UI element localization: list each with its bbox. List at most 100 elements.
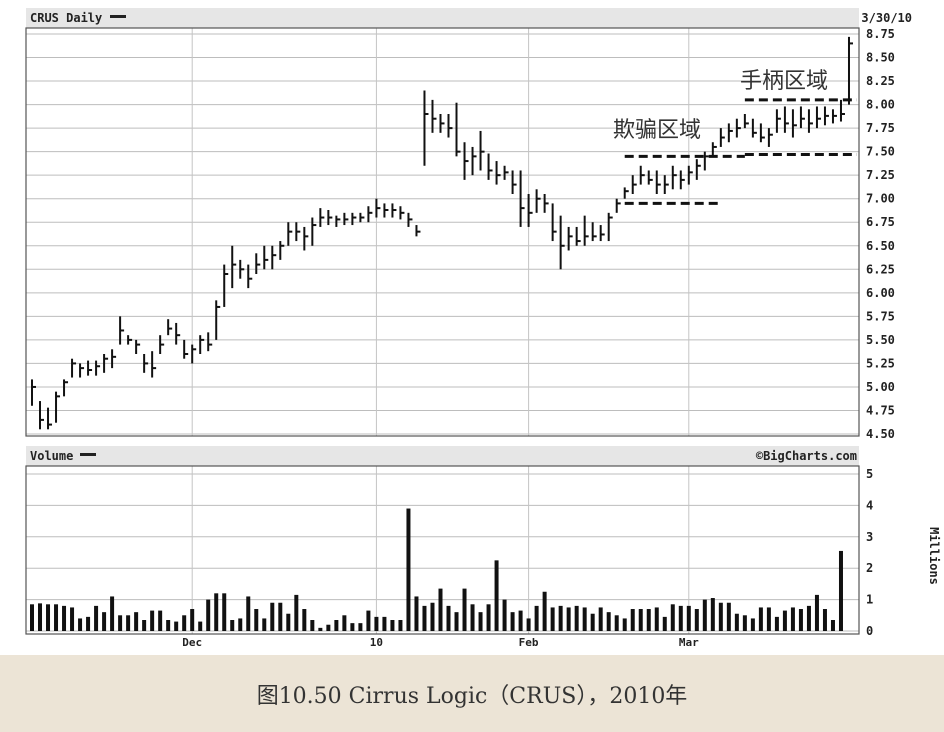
volume-bar — [118, 615, 123, 631]
volume-bars — [30, 508, 843, 631]
volume-bar — [758, 607, 763, 631]
volume-bar — [422, 605, 427, 631]
price-tick-label: 5.25 — [866, 356, 895, 370]
x-axis-label: Dec — [182, 636, 202, 649]
volume-bar — [430, 602, 435, 631]
price-bars — [31, 36, 853, 430]
volume-tick-label: 1 — [866, 593, 873, 607]
volume-bar — [702, 599, 707, 631]
volume-bar — [462, 588, 467, 631]
volume-bar — [494, 560, 499, 631]
price-tick-label: 7.00 — [866, 192, 895, 206]
volume-bar — [534, 605, 539, 631]
price-tick-label: 4.75 — [866, 403, 895, 417]
volume-bar — [774, 616, 779, 631]
volume-bar — [582, 607, 587, 631]
volume-bar — [158, 610, 163, 631]
volume-bar — [398, 620, 403, 631]
volume-bar — [262, 618, 267, 631]
volume-bar — [750, 618, 755, 631]
volume-bar — [502, 599, 507, 631]
volume-bar — [222, 593, 227, 631]
price-panel-border — [25, 27, 860, 437]
volume-bar — [526, 618, 531, 631]
volume-bar — [334, 620, 339, 631]
volume-bar — [710, 598, 715, 631]
volume-bar — [574, 605, 579, 631]
volume-bar — [230, 620, 235, 631]
spoof-zone-label: 欺骗区域 — [613, 118, 701, 143]
volume-bar — [310, 620, 315, 631]
volume-tick-label: 0 — [866, 624, 873, 638]
chart-area: CRUS Daily 3/30/10 Volume ©BigCharts.com… — [0, 0, 944, 655]
volume-bar — [678, 605, 683, 631]
volume-bar — [694, 609, 699, 631]
volume-bar — [214, 593, 219, 631]
volume-bar — [646, 609, 651, 631]
volume-bar — [790, 607, 795, 631]
volume-bar — [382, 616, 387, 631]
volume-bar — [374, 616, 379, 631]
price-tick-label: 5.00 — [866, 380, 895, 394]
volume-bar — [830, 620, 835, 631]
volume-bar — [94, 605, 99, 631]
handle-zone-label: 手柄区域 — [740, 69, 828, 94]
volume-bar — [814, 594, 819, 631]
volume-bar — [406, 508, 411, 631]
chart-date: 3/30/10 — [861, 11, 912, 25]
volume-bar — [838, 550, 843, 631]
volume-bar — [518, 610, 523, 631]
volume-bar — [190, 609, 195, 631]
volume-unit-label: Millions — [927, 527, 941, 585]
volume-bar — [358, 623, 363, 631]
volume-bar — [70, 607, 75, 631]
volume-bar — [566, 607, 571, 631]
volume-bar — [614, 615, 619, 631]
volume-bar — [446, 605, 451, 631]
volume-bar — [798, 609, 803, 631]
volume-bar — [86, 616, 91, 631]
volume-bar — [206, 599, 211, 631]
volume-bar — [326, 624, 331, 631]
price-tick-label: 8.75 — [866, 27, 895, 41]
volume-bar — [478, 612, 483, 631]
figure-caption: 图10.50 Cirrus Logic（CRUS），2010年 — [256, 683, 688, 709]
volume-bar — [54, 604, 59, 631]
volume-bar — [470, 604, 475, 631]
volume-bar — [806, 605, 811, 631]
chart-title: CRUS Daily — [30, 11, 102, 25]
volume-header-bar — [26, 446, 859, 466]
volume-tick-label: 5 — [866, 467, 873, 481]
volume-bar — [606, 612, 611, 631]
volume-bar — [150, 610, 155, 631]
volume-bar — [742, 615, 747, 631]
annotations: 欺骗区域 手柄区域 — [613, 69, 857, 205]
price-tick-label: 8.50 — [866, 51, 895, 65]
volume-bar — [350, 623, 355, 631]
volume-tick-label: 2 — [866, 561, 873, 575]
volume-bar — [126, 615, 131, 631]
volume-bar — [766, 607, 771, 631]
volume-bar — [438, 588, 443, 631]
price-tick-label: 8.00 — [866, 98, 895, 112]
volume-bar — [390, 620, 395, 631]
volume-bar — [62, 605, 67, 631]
volume-bar — [174, 621, 179, 631]
volume-bar — [510, 612, 515, 631]
volume-title: Volume — [30, 449, 73, 463]
volume-bar — [342, 615, 347, 631]
volume-bar — [110, 596, 115, 631]
stock-chart: CRUS Daily 3/30/10 Volume ©BigCharts.com… — [25, 8, 941, 649]
volume-bar — [718, 602, 723, 631]
volume-bar — [590, 613, 595, 631]
volume-bar — [670, 604, 675, 631]
price-tick-label: 5.75 — [866, 309, 895, 323]
volume-bar — [654, 607, 659, 631]
volume-bar — [598, 607, 603, 631]
volume-bar — [822, 609, 827, 631]
volume-bar — [726, 602, 731, 631]
volume-bar — [270, 602, 275, 631]
volume-bar — [294, 594, 299, 631]
price-tick-label: 5.50 — [866, 333, 895, 347]
x-axis-label: Feb — [519, 636, 539, 649]
